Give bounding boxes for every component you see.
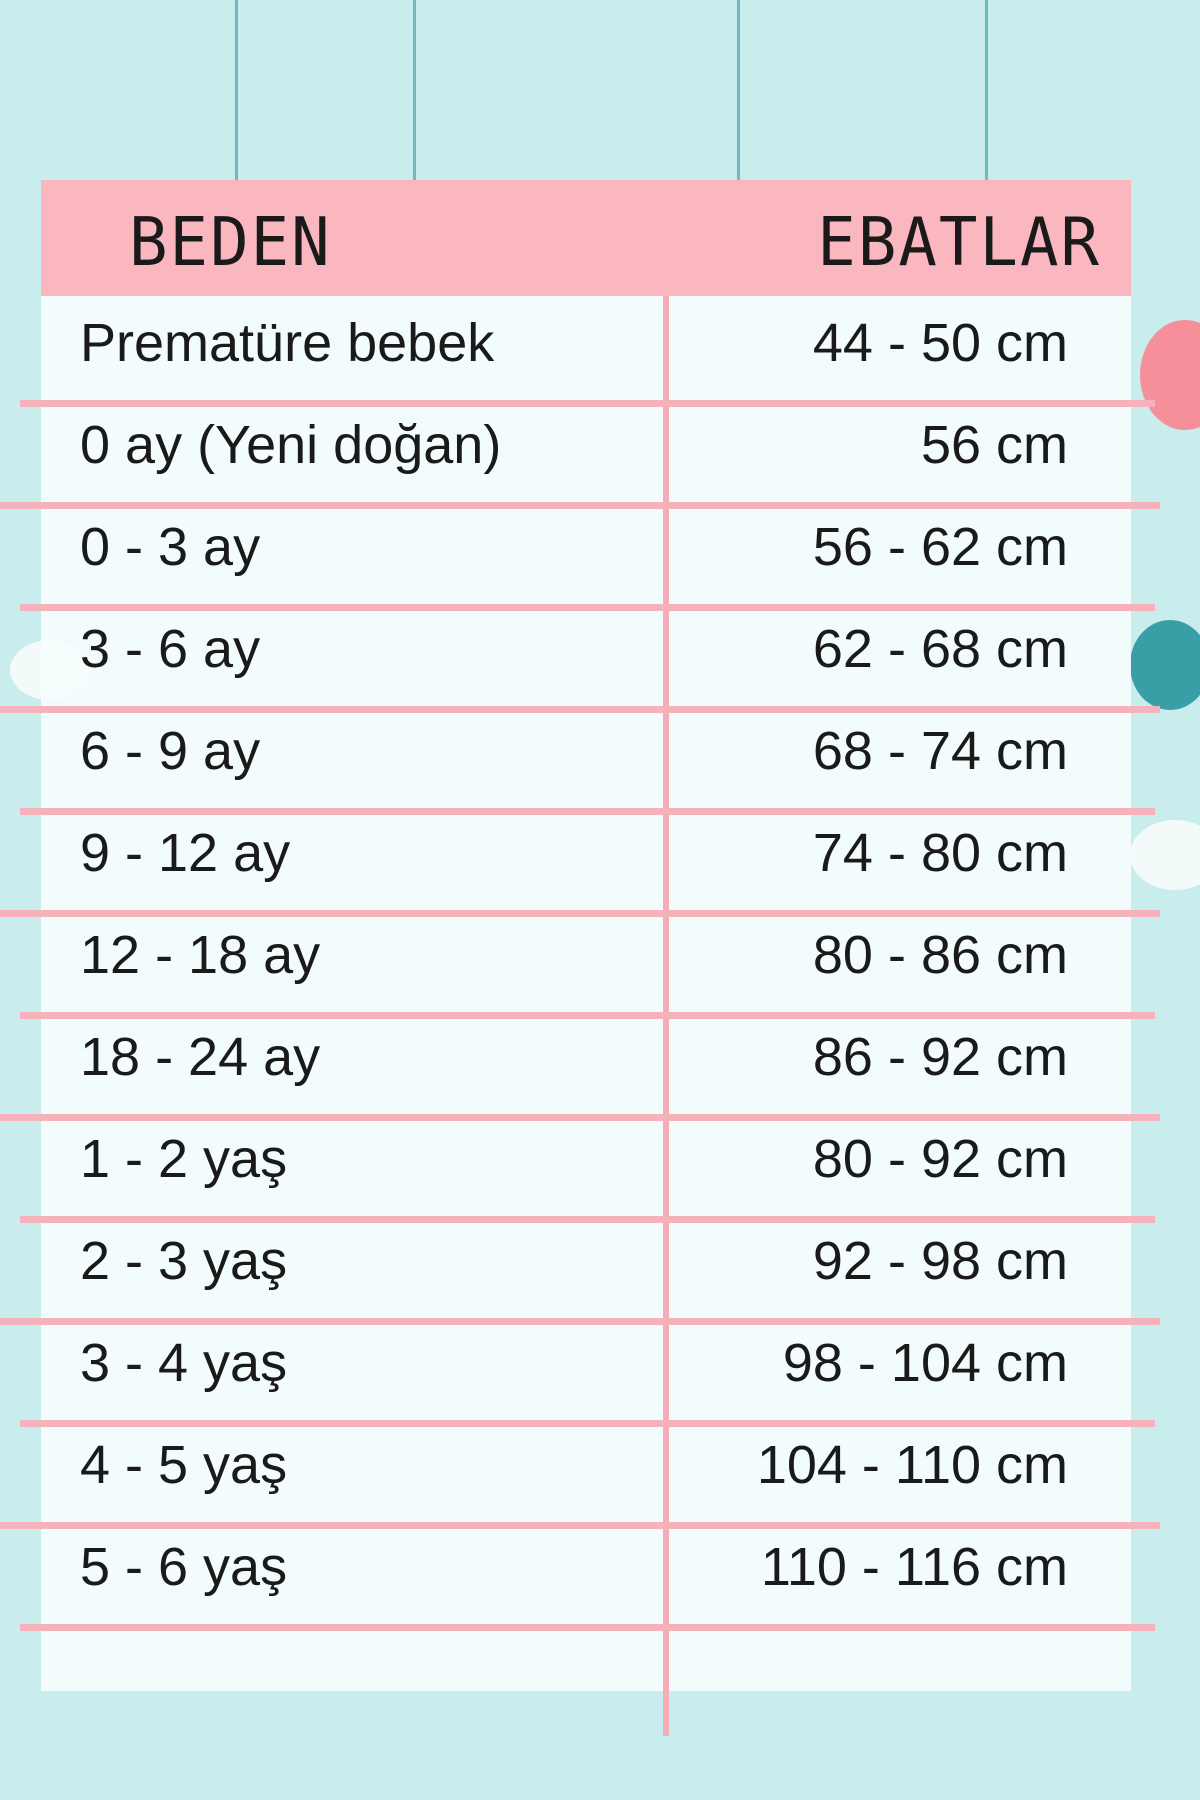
size-cell: 2 - 3 yaş bbox=[80, 1231, 288, 1291]
header-measurements: EBATLAR bbox=[817, 204, 1101, 282]
size-cell: 3 - 4 yaş bbox=[80, 1333, 288, 1393]
measure-cell: 56 cm bbox=[920, 415, 1068, 475]
row-divider bbox=[20, 1624, 1155, 1631]
size-cell: 18 - 24 ay bbox=[80, 1027, 321, 1087]
row-divider bbox=[0, 910, 1160, 917]
row-divider bbox=[0, 502, 1160, 509]
hanging-string bbox=[985, 0, 988, 180]
measure-cell: 44 - 50 cm bbox=[812, 313, 1068, 373]
pink-decoration bbox=[1140, 320, 1200, 430]
table-header: BEDEN EBATLAR bbox=[41, 180, 1131, 296]
row-divider bbox=[20, 604, 1155, 611]
size-cell: 9 - 12 ay bbox=[80, 823, 291, 883]
size-cell: 12 - 18 ay bbox=[80, 925, 321, 985]
row-divider bbox=[20, 808, 1155, 815]
size-chart-table bbox=[41, 180, 1131, 1691]
measure-cell: 110 - 116 cm bbox=[760, 1537, 1068, 1597]
row-divider bbox=[20, 1012, 1155, 1019]
row-divider bbox=[20, 400, 1155, 407]
hanging-string bbox=[235, 0, 238, 180]
measure-cell: 74 - 80 cm bbox=[812, 823, 1068, 883]
row-divider bbox=[0, 1522, 1160, 1529]
measure-cell: 104 - 110 cm bbox=[756, 1435, 1068, 1495]
size-cell: 6 - 9 ay bbox=[80, 721, 261, 781]
size-cell: 5 - 6 yaş bbox=[80, 1537, 288, 1597]
cloud-decoration bbox=[1130, 820, 1200, 890]
row-divider bbox=[0, 1318, 1160, 1325]
row-divider bbox=[20, 1216, 1155, 1223]
size-cell: 3 - 6 ay bbox=[80, 619, 261, 679]
teal-decoration bbox=[1130, 620, 1200, 710]
size-cell: 0 ay (Yeni doğan) bbox=[80, 415, 502, 475]
measure-cell: 56 - 62 cm bbox=[812, 517, 1068, 577]
row-divider bbox=[20, 1420, 1155, 1427]
size-cell: 4 - 5 yaş bbox=[80, 1435, 288, 1495]
hanging-string bbox=[737, 0, 740, 180]
measure-cell: 68 - 74 cm bbox=[812, 721, 1068, 781]
measure-cell: 86 - 92 cm bbox=[812, 1027, 1068, 1087]
measure-cell: 62 - 68 cm bbox=[812, 619, 1068, 679]
hanging-string bbox=[413, 0, 416, 180]
row-divider bbox=[0, 1114, 1160, 1121]
size-cell: 0 - 3 ay bbox=[80, 517, 261, 577]
size-cell: 1 - 2 yaş bbox=[80, 1129, 288, 1189]
row-divider bbox=[0, 706, 1160, 713]
measure-cell: 92 - 98 cm bbox=[812, 1231, 1068, 1291]
header-size: BEDEN bbox=[129, 204, 332, 282]
measure-cell: 80 - 92 cm bbox=[812, 1129, 1068, 1189]
size-cell: Prematüre bebek bbox=[80, 313, 495, 373]
measure-cell: 98 - 104 cm bbox=[782, 1333, 1068, 1393]
measure-cell: 80 - 86 cm bbox=[812, 925, 1068, 985]
